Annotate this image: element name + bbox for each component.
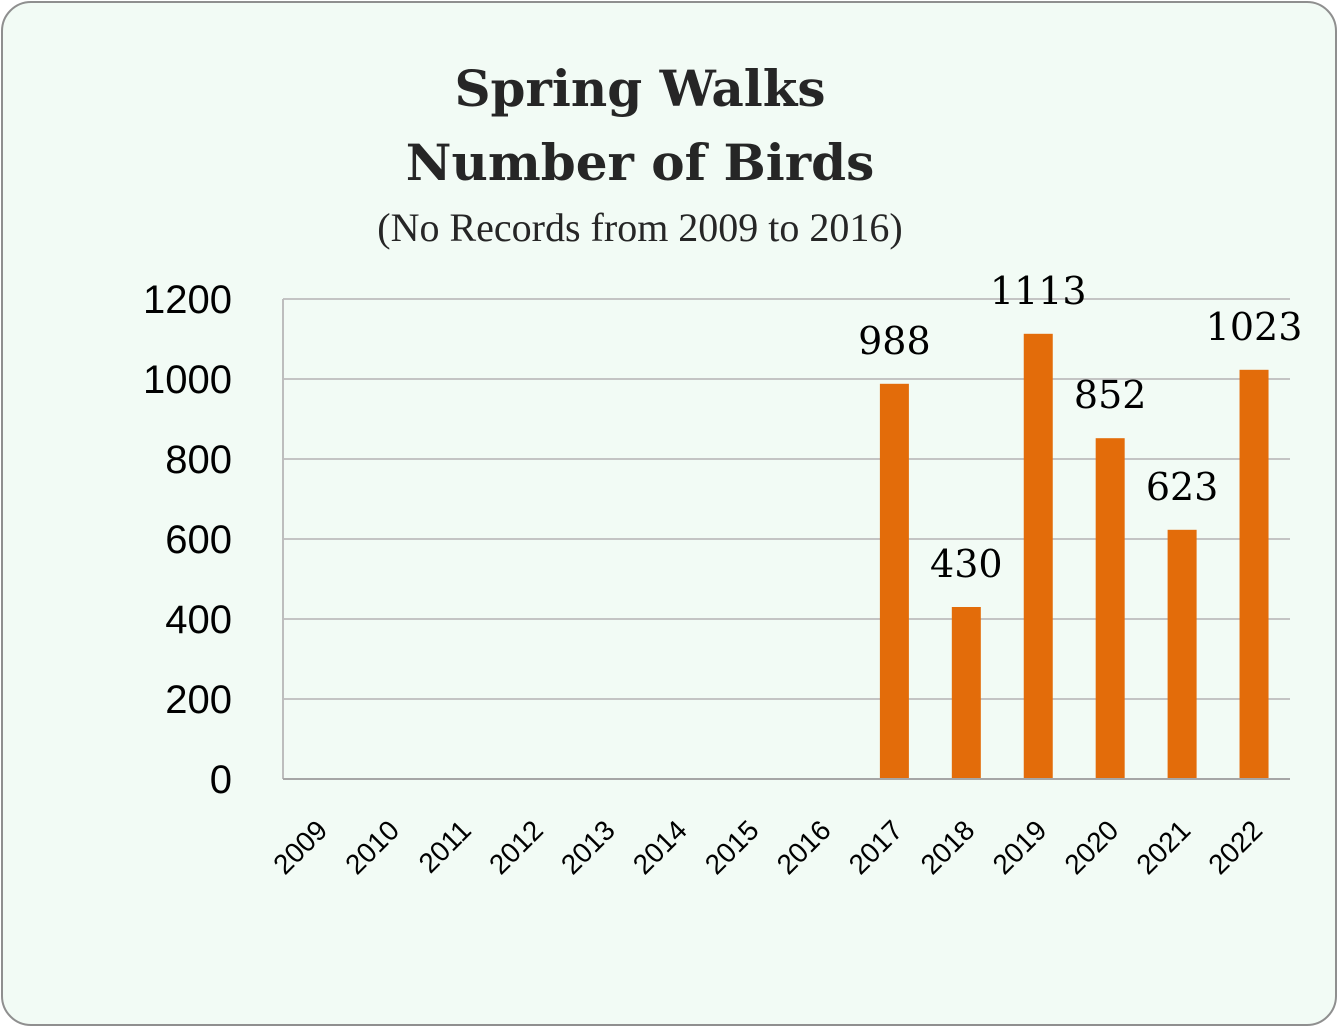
x-tick-label: 2015 bbox=[699, 814, 765, 880]
data-label: 430 bbox=[930, 542, 1003, 586]
x-tick-label: 2010 bbox=[339, 814, 405, 880]
bar bbox=[1167, 529, 1197, 779]
data-label: 1113 bbox=[990, 269, 1087, 313]
data-label: 1023 bbox=[1206, 305, 1303, 349]
chart-subtitle: (No Records from 2009 to 2016) bbox=[377, 205, 903, 250]
x-tick-label: 2019 bbox=[987, 814, 1053, 880]
x-tick-label: 2013 bbox=[555, 814, 621, 880]
y-tick-label: 400 bbox=[165, 598, 232, 642]
y-tick-label: 200 bbox=[165, 678, 232, 722]
y-tick-label: 800 bbox=[165, 438, 232, 482]
bar bbox=[1095, 438, 1125, 779]
x-tick-label: 2014 bbox=[627, 814, 693, 880]
x-tick-label: 2021 bbox=[1130, 814, 1196, 880]
x-tick-label: 2017 bbox=[843, 814, 909, 880]
data-label: 623 bbox=[1146, 465, 1219, 509]
data-label: 988 bbox=[858, 319, 931, 363]
bar bbox=[879, 383, 909, 779]
bar bbox=[1239, 369, 1269, 779]
x-tick-label: 2011 bbox=[413, 814, 478, 879]
y-tick-label: 1200 bbox=[143, 278, 232, 322]
bar bbox=[951, 607, 981, 779]
x-tick-label: 2012 bbox=[483, 814, 549, 880]
x-tick-label: 2009 bbox=[267, 814, 333, 880]
x-tick-label: 2016 bbox=[771, 814, 837, 880]
y-tick-label: 0 bbox=[210, 758, 232, 802]
x-tick-label: 2022 bbox=[1202, 814, 1268, 880]
data-label: 852 bbox=[1074, 373, 1147, 417]
x-tick-label: 2020 bbox=[1058, 814, 1124, 880]
y-tick-label: 1000 bbox=[143, 358, 232, 402]
chart-title-line-2: Number of Birds bbox=[405, 133, 875, 192]
bar bbox=[1023, 333, 1053, 779]
chart-title-line-1: Spring Walks bbox=[454, 59, 826, 118]
x-tick-label: 2018 bbox=[915, 814, 981, 880]
y-tick-label: 600 bbox=[165, 518, 232, 562]
